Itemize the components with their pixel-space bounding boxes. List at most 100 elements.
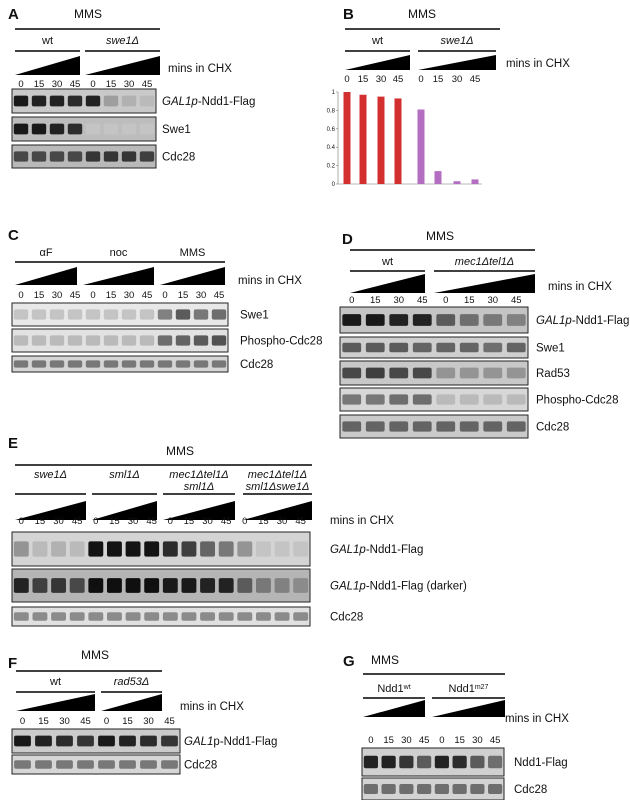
band [144, 612, 160, 621]
band [85, 309, 101, 320]
blot-label: Rad53 [536, 368, 570, 380]
timepoint-label: 30 [128, 516, 139, 527]
band [417, 784, 432, 794]
blot-border [339, 387, 529, 412]
blot-strip [339, 360, 529, 386]
band [157, 335, 173, 346]
time-wedge [243, 501, 312, 520]
band [67, 95, 83, 107]
band [434, 755, 449, 769]
band [470, 755, 485, 769]
band [237, 541, 253, 557]
blot-label: Cdc28 [536, 422, 569, 434]
mins-label: mins in CHX [506, 58, 570, 70]
band [211, 309, 227, 320]
timepoint-label: 30 [202, 516, 213, 527]
band [85, 151, 101, 162]
group-label: sml1Δ [109, 469, 140, 481]
timepoint-label: 0 [443, 295, 448, 306]
panel-letter: F [8, 655, 17, 672]
band [157, 309, 173, 320]
bar [359, 94, 367, 184]
group-label: wt [49, 676, 61, 688]
blot-strip [339, 336, 529, 359]
time-wedge [92, 501, 157, 520]
time-wedge [16, 694, 95, 711]
time-wedge [163, 501, 235, 520]
band [218, 541, 234, 557]
panel-b-chart: B MMS wt swe1Δ mins in CHX 0 15 30 45 0 15 30 45 0 0.2… [327, 6, 571, 188]
timepoint-label: 0 [90, 290, 95, 301]
timepoint-label: 30 [277, 516, 288, 527]
blot-border [11, 531, 311, 567]
band [67, 123, 83, 135]
blot-border [11, 144, 157, 169]
timepoint-label: 15 [258, 516, 269, 527]
y-tick-label: 0.2 [327, 164, 336, 170]
band [399, 755, 414, 769]
blot-label: Ndd1-Flag [514, 757, 568, 769]
band [412, 342, 432, 353]
blot-background [340, 415, 528, 438]
timepoint-label: 45 [164, 716, 175, 727]
band [483, 421, 503, 432]
timepoint-label: 30 [124, 79, 135, 90]
y-tick-label: 1 [332, 90, 336, 96]
blot-background [340, 337, 528, 358]
blot-border [11, 302, 229, 327]
band [32, 612, 48, 621]
timepoint-label: 0 [418, 74, 423, 85]
panel-letter: G [343, 653, 355, 670]
timepoint-label: 45 [214, 290, 225, 301]
band [85, 360, 101, 368]
time-wedge [350, 274, 425, 293]
band [200, 541, 216, 557]
blot-border [339, 360, 529, 386]
blot-border [11, 728, 181, 754]
band [459, 421, 479, 432]
timepoint-label: 45 [419, 735, 430, 746]
band [488, 755, 503, 769]
band [293, 612, 309, 621]
timepoint-label: 45 [393, 74, 404, 85]
time-wedge [363, 700, 425, 717]
band [140, 735, 157, 747]
band [452, 784, 467, 794]
panel-letter: E [8, 435, 18, 452]
timepoint-label: 0 [439, 735, 444, 746]
blot-label: Cdc28 [240, 359, 273, 371]
blot-label: Cdc28 [330, 612, 363, 624]
timepoint-label: 45 [490, 735, 501, 746]
band [436, 394, 456, 405]
blot-label: Phospho-Cdc28 [536, 395, 618, 407]
panel-g: G MMS Ndd1wt Ndd1m27 0 15 30 45 0 15 30 45 mins in C… [343, 653, 569, 800]
blot-border [11, 568, 311, 603]
time-wedge [83, 267, 154, 285]
band [470, 784, 485, 794]
band [121, 309, 137, 320]
group-label: MMS [180, 247, 206, 259]
band [85, 95, 101, 107]
band [342, 314, 362, 326]
timepoint-label: 15 [358, 74, 369, 85]
band [88, 541, 104, 557]
y-tick-label: 0.4 [327, 145, 336, 151]
band [175, 335, 191, 346]
blot-label: Cdc28 [162, 152, 195, 164]
timepoint-label: 15 [454, 735, 465, 746]
blot-strip [11, 606, 311, 627]
blot-background [362, 778, 504, 800]
band [67, 151, 83, 162]
band [49, 360, 65, 368]
band [31, 95, 47, 107]
band [144, 541, 160, 557]
band [157, 360, 173, 368]
band [162, 541, 178, 557]
band [417, 755, 432, 769]
band [162, 578, 178, 593]
band [389, 342, 409, 353]
blot-strip [11, 531, 311, 567]
y-tick-label: 0.8 [327, 108, 336, 114]
band [218, 612, 234, 621]
band [121, 151, 137, 162]
